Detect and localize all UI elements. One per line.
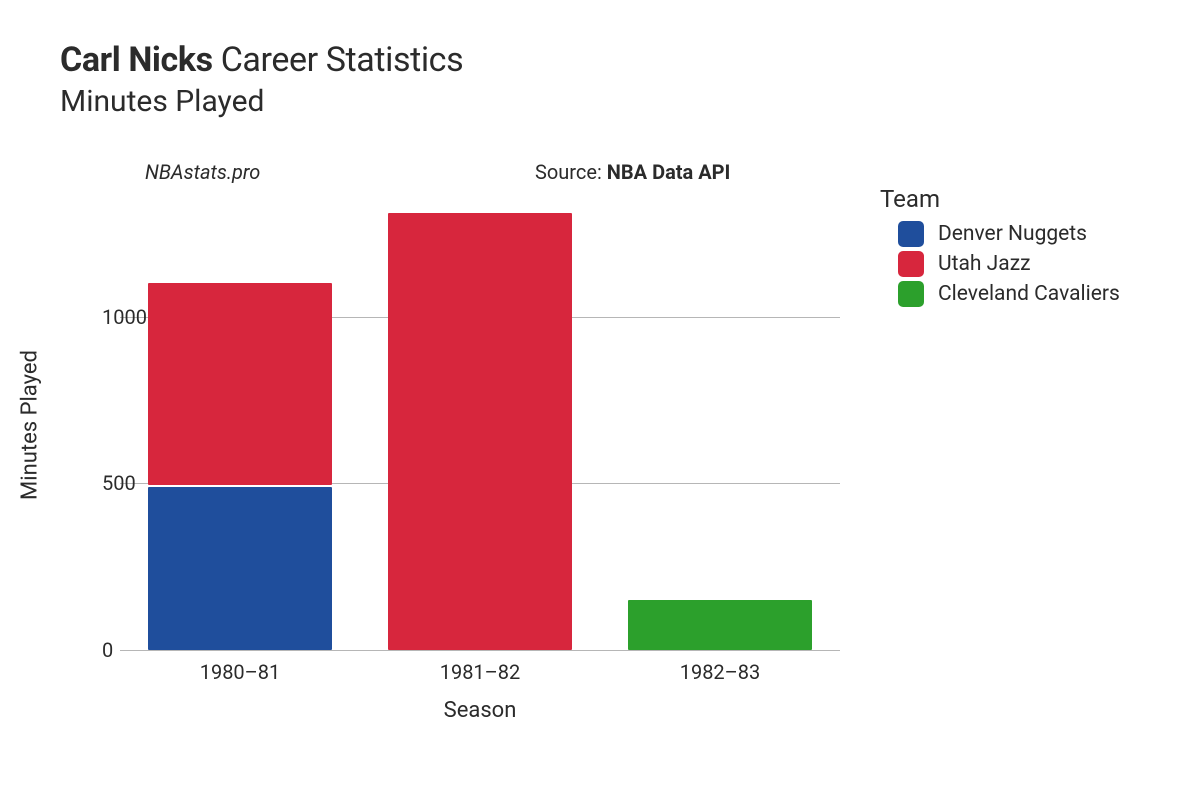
bar-segment [148, 487, 333, 650]
legend-title: Team [880, 185, 1120, 213]
chart-subtitle: Minutes Played [60, 84, 264, 119]
legend-item: Cleveland Cavaliers [898, 281, 1120, 307]
x-tick-label: 1981–82 [440, 660, 521, 684]
gridline [120, 650, 840, 651]
y-axis-label: Minutes Played [18, 350, 43, 500]
legend-swatch [898, 221, 924, 247]
bar-segment [388, 213, 573, 650]
legend-swatch [898, 281, 924, 307]
plot-area [120, 200, 840, 650]
chart-title: Carl Nicks Career Statistics [60, 40, 463, 80]
legend-label: Denver Nuggets [938, 222, 1087, 246]
site-label: NBAstats.pro [145, 160, 260, 184]
title-rest: Career Statistics [213, 40, 464, 80]
legend-item: Denver Nuggets [898, 221, 1120, 247]
source-name: NBA Data API [607, 160, 731, 184]
legend: Team Denver Nuggets Utah Jazz Cleveland Ca… [880, 185, 1120, 311]
x-tick-label: 1980–81 [200, 660, 281, 684]
y-tick-label: 0 [102, 638, 106, 662]
source-label: Source: NBA Data API [535, 160, 730, 184]
legend-label: Utah Jazz [938, 252, 1031, 276]
legend-label: Cleveland Cavaliers [938, 282, 1120, 306]
title-bold: Carl Nicks [60, 40, 213, 80]
source-prefix: Source: [535, 160, 607, 184]
legend-swatch [898, 251, 924, 277]
y-tick-label: 500 [102, 471, 106, 495]
bar-segment [628, 600, 813, 650]
x-tick-label: 1982–83 [680, 660, 761, 684]
chart-container: Carl Nicks Career Statistics Minutes Pla… [0, 0, 1200, 800]
y-tick-label: 1000 [102, 305, 106, 329]
x-axis-label: Season [444, 698, 517, 723]
legend-item: Utah Jazz [898, 251, 1120, 277]
bar-segment [148, 283, 333, 484]
